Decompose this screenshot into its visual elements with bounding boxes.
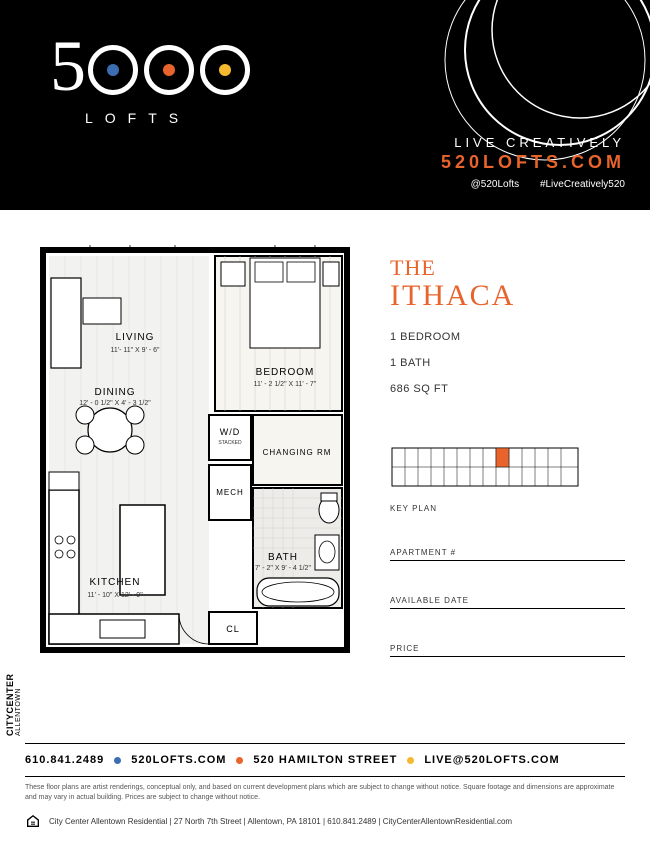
floorplan: LIVING 11'- 11" X 9' - 6" DINING 12' - 0… xyxy=(25,240,365,670)
wd-label: W/D xyxy=(220,427,241,437)
logo-ring-2 xyxy=(88,45,138,95)
email: LIVE@520LOFTS.COM xyxy=(424,754,559,766)
bath-label: BATH xyxy=(268,552,298,563)
field-price: PRICE xyxy=(390,644,625,657)
contact-row: 610.841.2489 520LOFTS.COM 520 HAMILTON S… xyxy=(25,743,625,777)
dot-icon xyxy=(236,757,243,764)
address-row: City Center Allentown Residential | 27 N… xyxy=(25,809,625,829)
unit-details: THE ITHACA 1 BEDROOM 1 BATH 686 SQ FT xyxy=(390,240,625,670)
spec-beds: 1 BEDROOM xyxy=(390,331,625,343)
spec-sqft: 686 SQ FT xyxy=(390,383,625,395)
equal-housing-icon xyxy=(25,813,41,829)
dot-icon xyxy=(407,757,414,764)
bedroom-label: BEDROOM xyxy=(256,367,315,378)
unit-the: THE xyxy=(390,255,625,281)
tagline: LIVE CREATIVELY xyxy=(441,135,625,150)
dining-dim: 12' - 0 1/2" X 4' - 3 1/2" xyxy=(79,400,151,407)
mech-label: MECH xyxy=(216,488,244,497)
logo-digit-5: 5 xyxy=(50,30,84,102)
unit-name: ITHACA xyxy=(390,279,625,313)
dining-label: DINING xyxy=(95,387,136,398)
changing-label: CHANGING RM xyxy=(263,448,332,457)
living-dim: 11'- 11" X 9' - 6" xyxy=(110,347,160,354)
disclaimer: These floor plans are artist renderings,… xyxy=(25,777,625,809)
kitchen-dim: 11' - 10" X 12' - 0" xyxy=(87,592,143,599)
spec-baths: 1 BATH xyxy=(390,357,625,369)
phone: 610.841.2489 xyxy=(25,754,104,766)
social-row: @520Lofts #LiveCreatively520 xyxy=(441,179,625,190)
footer: 610.841.2489 520LOFTS.COM 520 HAMILTON S… xyxy=(0,743,650,841)
bath-dim: 7' - 2" X 9' - 4 1/2" xyxy=(255,565,311,572)
cl-label: CL xyxy=(226,624,240,634)
citycenter-logo: CITYCENTERALLENTOWN xyxy=(5,673,22,736)
logo-ring-0b xyxy=(200,45,250,95)
bedroom-dim: 11' - 2 1/2" X 11' - 7" xyxy=(254,381,317,388)
wd-sub: STACKED xyxy=(218,440,242,446)
keyplan: KEY PLAN xyxy=(390,440,625,513)
street: 520 HAMILTON STREET xyxy=(253,754,397,766)
site-url: 520LOFTS.COM xyxy=(441,152,625,173)
logo-ring-0a xyxy=(144,45,194,95)
footer-address: City Center Allentown Residential | 27 N… xyxy=(49,817,512,826)
field-apartment: APARTMENT # xyxy=(390,548,625,561)
main-content: LIVING 11'- 11" X 9' - 6" DINING 12' - 0… xyxy=(0,210,650,670)
handle: @520Lofts xyxy=(471,179,520,190)
field-date: AVAILABLE DATE xyxy=(390,596,625,609)
dot-icon xyxy=(114,757,121,764)
header-tagline: LIVE CREATIVELY 520LOFTS.COM @520Lofts #… xyxy=(441,135,625,190)
header: 5 LOFTS LIVE CREATIVELY 520LOFTS.COM @52… xyxy=(0,0,650,210)
hashtag: #LiveCreatively520 xyxy=(540,179,625,190)
keyplan-label: KEY PLAN xyxy=(390,504,625,513)
kitchen-label: KITCHEN xyxy=(90,577,141,588)
living-label: LIVING xyxy=(116,332,155,343)
web: 520LOFTS.COM xyxy=(131,754,226,766)
